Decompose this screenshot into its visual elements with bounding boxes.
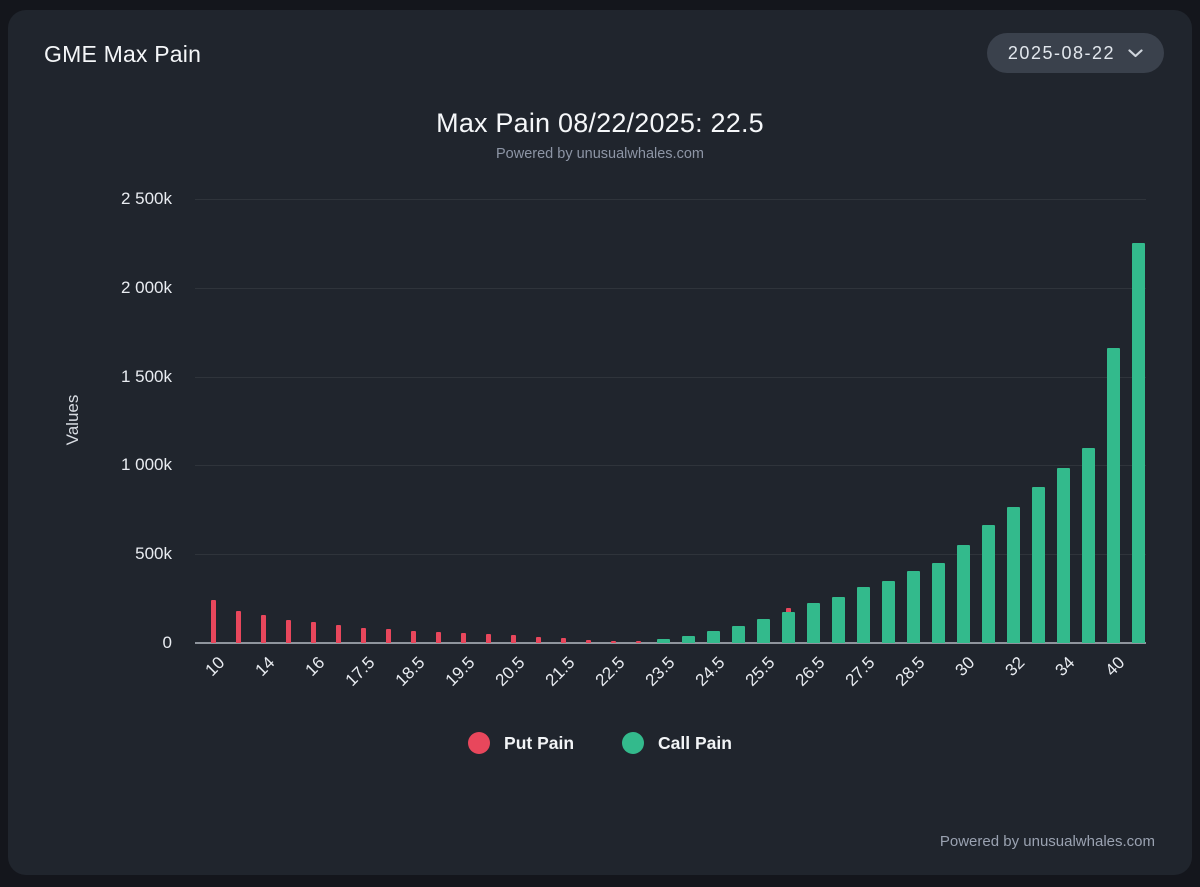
x-tick-label: 18.5: [391, 653, 429, 690]
call-pain-bar[interactable]: [981, 525, 995, 643]
x-tick-label: 27.5: [841, 653, 879, 690]
call-pain-bar[interactable]: [781, 612, 795, 643]
call-pain-bar[interactable]: [656, 638, 670, 643]
call-pain-bar[interactable]: [1006, 507, 1020, 643]
call-pain-swatch: [622, 732, 645, 754]
chart-subtitle-credit-link[interactable]: Powered by unusualwhales.com: [496, 146, 704, 162]
page-title: GME Max Pain: [44, 41, 202, 67]
x-axis-line: [195, 642, 1146, 644]
y-tick-label: 2 500k: [120, 189, 172, 208]
chart-title: Max Pain 08/22/2025: 22.5: [436, 108, 764, 138]
put-pain-bar[interactable]: [260, 614, 266, 643]
x-tick-label: 24.5: [691, 653, 729, 690]
x-tick-label: 19.5: [441, 653, 479, 690]
gridline: [195, 199, 1146, 200]
put-pain-bar[interactable]: [510, 635, 516, 643]
legend-label-put-pain: Put Pain: [504, 732, 575, 753]
put-pain-bar[interactable]: [335, 625, 341, 643]
call-pain-bar[interactable]: [1131, 243, 1145, 643]
x-tick-label: 14: [251, 653, 279, 680]
call-pain-bar[interactable]: [731, 625, 745, 643]
put-pain-bar[interactable]: [635, 641, 641, 643]
x-tick-label: 23.5: [641, 653, 679, 690]
y-tick-label: 1 500k: [120, 366, 172, 386]
call-pain-bar[interactable]: [931, 563, 945, 643]
chart-card: [8, 10, 1192, 875]
x-tick-label: 30: [951, 653, 979, 680]
put-pain-bar[interactable]: [410, 631, 416, 643]
gridline: [195, 465, 1146, 467]
legend-item-put-pain[interactable]: Put Pain: [468, 732, 574, 754]
put-pain-bar[interactable]: [460, 632, 466, 643]
x-tick-label: 10: [201, 653, 229, 680]
call-pain-bar[interactable]: [881, 581, 895, 643]
call-pain-bar[interactable]: [1056, 468, 1070, 643]
call-pain-bar[interactable]: [856, 586, 870, 643]
x-tick-label: 22.5: [591, 653, 629, 690]
call-pain-bar[interactable]: [1081, 447, 1095, 643]
put-pain-swatch: [468, 732, 491, 754]
put-pain-bar[interactable]: [285, 619, 291, 643]
gridline: [195, 554, 1146, 556]
call-pain-bar[interactable]: [906, 571, 920, 643]
footer-credit-link[interactable]: Powered by unusualwhales.com: [939, 833, 1155, 850]
x-tick-label: 20.5: [491, 653, 529, 690]
call-pain-bar[interactable]: [681, 636, 695, 643]
put-pain-bar[interactable]: [610, 640, 616, 643]
x-tick-label: 28.5: [891, 653, 929, 690]
gridline: [195, 376, 1146, 378]
expiry-date-dropdown[interactable]: 2025-08-22: [986, 33, 1164, 73]
put-pain-bar[interactable]: [535, 637, 541, 643]
put-pain-bar[interactable]: [235, 611, 241, 643]
y-tick-label: 0: [162, 633, 172, 652]
put-pain-bar[interactable]: [385, 628, 391, 643]
x-tick-label: 40: [1101, 653, 1129, 680]
put-pain-bar[interactable]: [560, 638, 566, 643]
call-pain-bar[interactable]: [1031, 487, 1045, 643]
call-pain-bar[interactable]: [956, 545, 970, 643]
y-tick-label: 1 000k: [120, 455, 172, 475]
x-tick-label: 26.5: [791, 653, 829, 690]
call-pain-bar[interactable]: [1106, 348, 1120, 643]
call-pain-bar[interactable]: [831, 596, 845, 643]
x-tick-label: 25.5: [741, 653, 779, 690]
x-tick-label: 32: [1001, 653, 1029, 680]
call-pain-bar[interactable]: [706, 630, 720, 643]
put-pain-bar[interactable]: [360, 627, 366, 643]
x-tick-label: 17.5: [341, 653, 379, 690]
put-pain-bar[interactable]: [485, 634, 491, 643]
expiry-date-value: 2025-08-22: [1007, 42, 1115, 63]
legend: Put Pain Call Pain: [0, 732, 1200, 754]
legend-label-call-pain: Call Pain: [658, 732, 732, 753]
put-pain-bar[interactable]: [310, 622, 316, 643]
gridline: [195, 287, 1146, 289]
put-pain-bar[interactable]: [585, 640, 591, 643]
put-pain-bar[interactable]: [210, 600, 216, 643]
put-pain-bar[interactable]: [435, 632, 441, 643]
y-tick-label: 2 000k: [120, 277, 172, 297]
y-tick-label: 500k: [135, 544, 172, 564]
x-tick-label: 34: [1051, 653, 1079, 680]
x-tick-label: 21.5: [541, 653, 579, 690]
x-tick-label: 16: [301, 653, 329, 680]
y-axis-title: Values: [63, 394, 82, 446]
chevron-down-icon: [1128, 48, 1143, 58]
call-pain-bar[interactable]: [806, 603, 820, 643]
legend-item-call-pain[interactable]: Call Pain: [622, 732, 732, 754]
call-pain-bar[interactable]: [756, 618, 770, 643]
